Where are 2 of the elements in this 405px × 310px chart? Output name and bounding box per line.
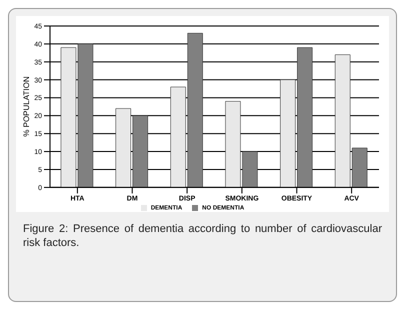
caption: Figure 2: Presence of dementia according to number of cardiovascular risk factors.	[23, 222, 382, 250]
y-axis-title: % POPULATION	[22, 76, 31, 137]
